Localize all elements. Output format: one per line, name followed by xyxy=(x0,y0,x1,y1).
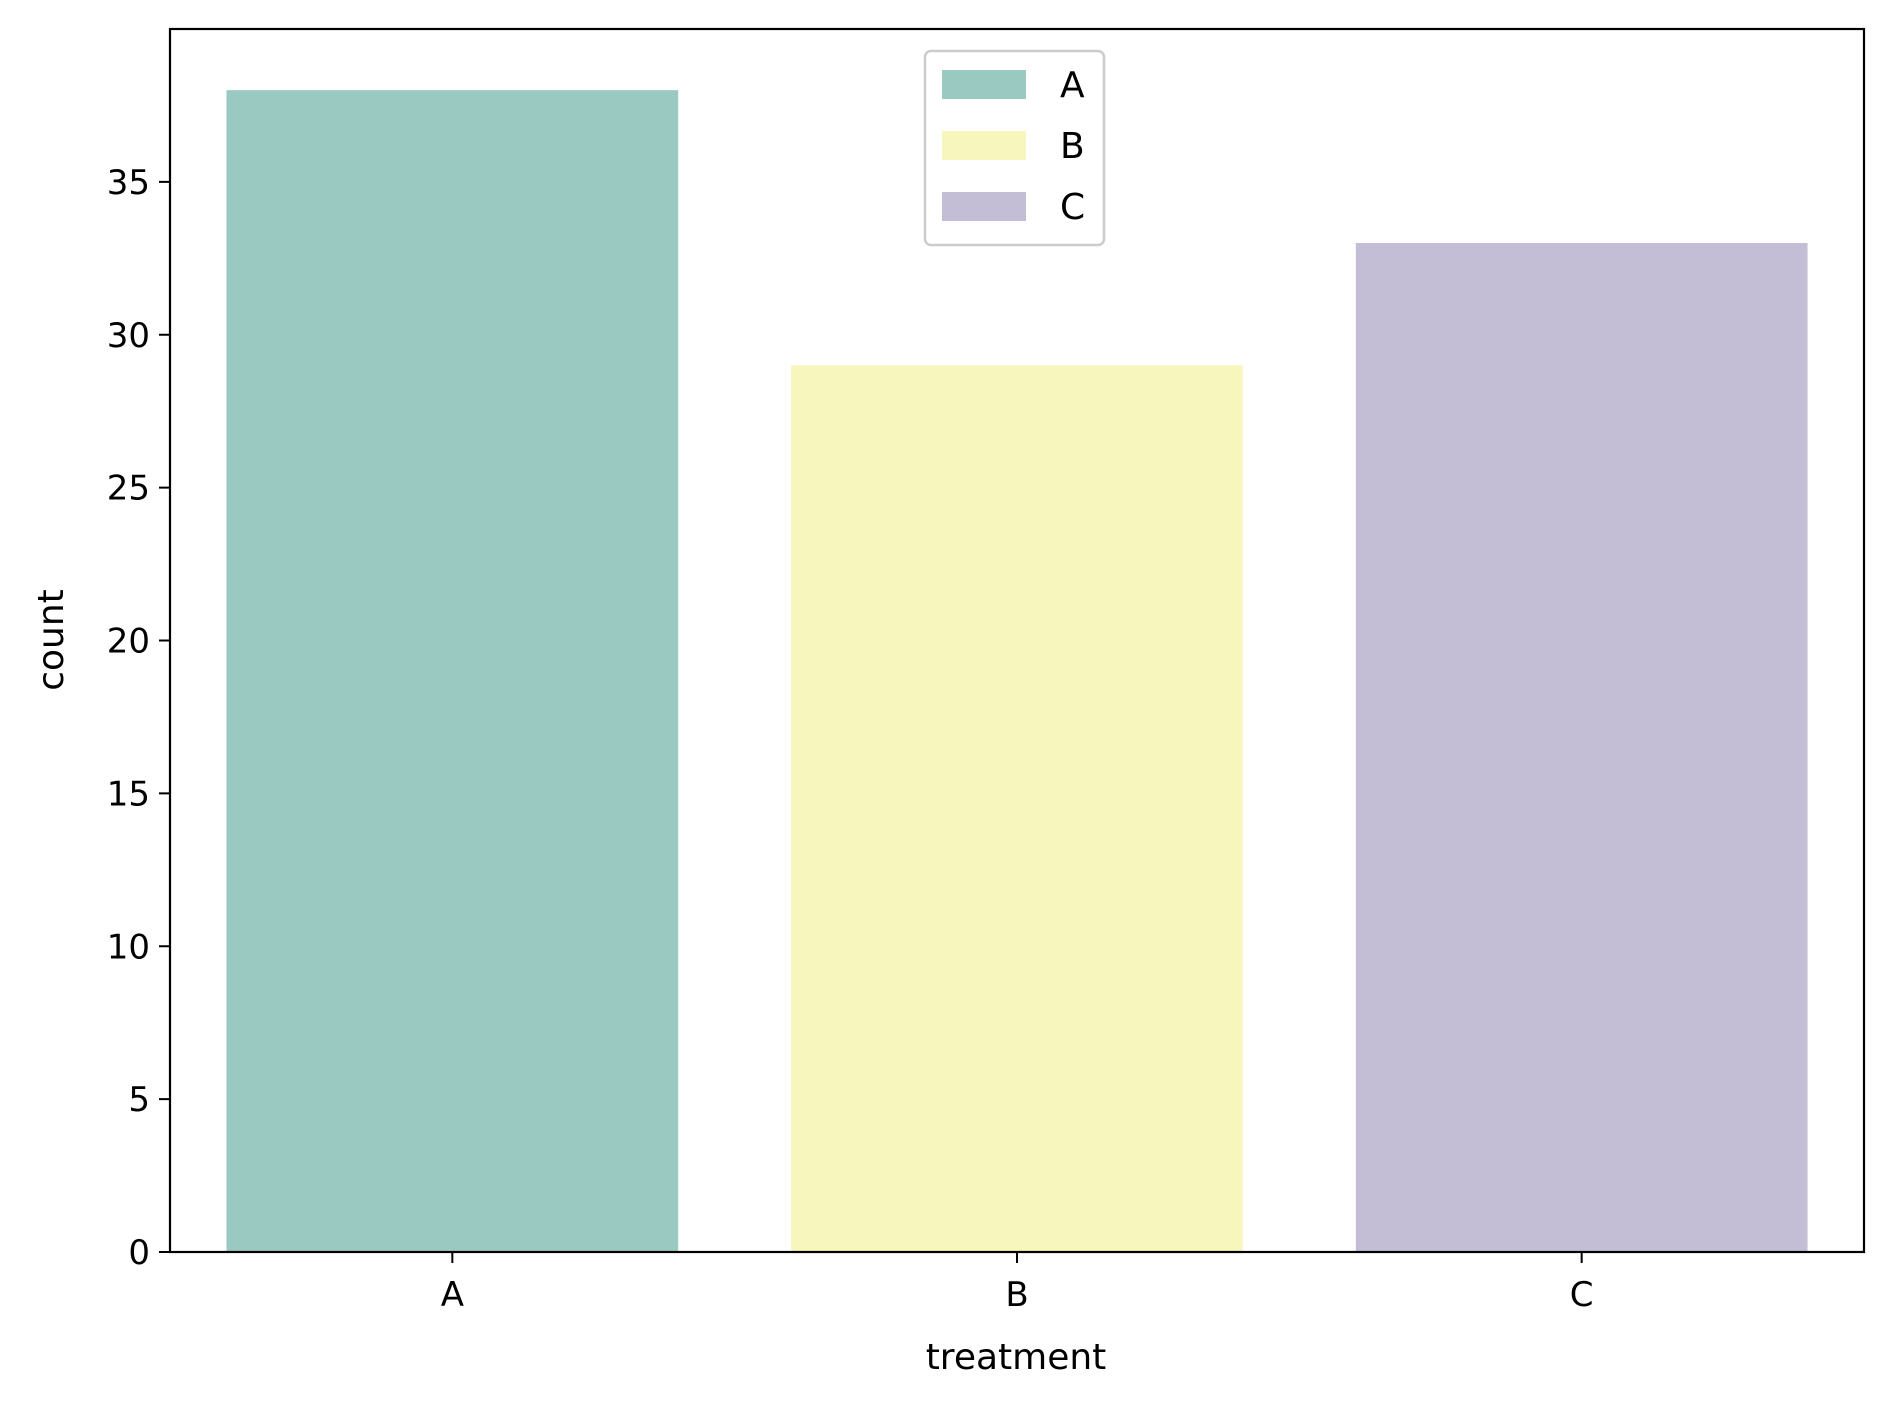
bar-B xyxy=(791,365,1243,1252)
y-tick-label: 0 xyxy=(128,1233,150,1273)
x-axis-label: treatment xyxy=(926,1337,1107,1378)
y-axis-label: count xyxy=(31,589,72,691)
legend-label-B: B xyxy=(1060,126,1085,167)
bar-A xyxy=(226,90,679,1252)
legend: ABC xyxy=(923,49,1106,247)
y-tick-label: 25 xyxy=(107,469,150,509)
y-tick-label: 20 xyxy=(107,622,150,662)
x-tick-label: A xyxy=(441,1275,464,1315)
y-tick-label: 35 xyxy=(107,163,150,203)
y-tick-label: 30 xyxy=(107,316,150,356)
bars-group xyxy=(226,90,1808,1252)
legend-swatch-B xyxy=(942,131,1026,160)
bar-C xyxy=(1355,243,1808,1252)
y-tick-label: 15 xyxy=(107,774,150,814)
x-tick-label: C xyxy=(1570,1275,1594,1315)
x-axis-ticks: A B C xyxy=(441,1252,1594,1315)
y-tick-label: 10 xyxy=(107,927,150,967)
y-axis-ticks: 0 5 10 15 20 25 30 35 xyxy=(107,163,170,1273)
legend-swatch-C xyxy=(942,192,1026,221)
legend-label-A: A xyxy=(1060,65,1085,106)
legend-label-C: C xyxy=(1060,187,1085,228)
y-tick-label: 5 xyxy=(128,1080,150,1120)
legend-swatch-A xyxy=(942,70,1026,99)
legend-entries: ABC xyxy=(942,65,1085,228)
x-tick-label: B xyxy=(1005,1275,1028,1315)
